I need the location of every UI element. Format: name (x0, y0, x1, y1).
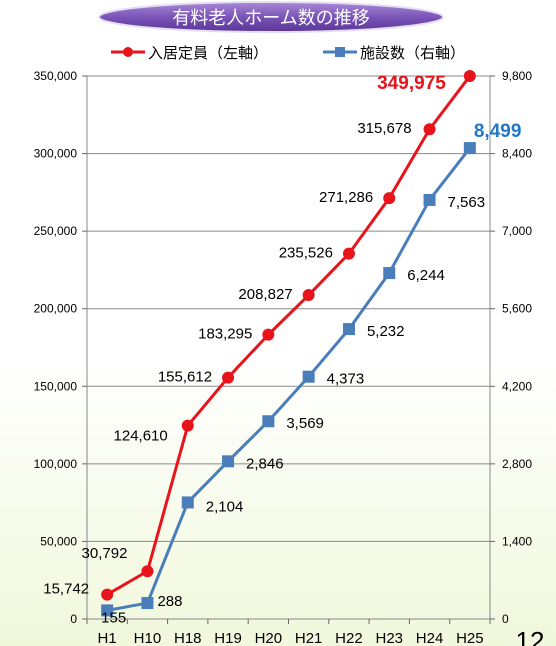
data-label-facilities: 155 (101, 609, 126, 626)
data-point-capacity (463, 70, 476, 83)
x-tick-label: H19 (214, 630, 242, 646)
data-label-facilities: 8,499 (474, 121, 522, 142)
x-tick-label: H25 (456, 630, 484, 646)
data-label-capacity: 349,975 (377, 73, 446, 94)
y-axis-left: 0 50,000 100,000 150,000 200,000 250,000 300,0… (34, 69, 87, 626)
page-number: 12 (516, 626, 545, 646)
data-label-facilities: 2,846 (246, 455, 284, 472)
data-point-facilities (262, 415, 275, 428)
y-right-tick-label: 9,800 (502, 69, 532, 83)
data-label-capacity: 271,286 (319, 189, 373, 206)
y-right-tick-label: 2,800 (502, 457, 532, 471)
data-point-capacity (141, 565, 154, 578)
x-tick-label: H24 (416, 630, 444, 646)
data-label-facilities: 3,569 (286, 415, 324, 432)
y-axis-right: 0 1,400 2,800 4,200 5,600 7,000 8,400 9,800 (490, 69, 532, 626)
x-tick-label: H22 (335, 630, 363, 646)
legend-item-capacity: 入居定員（左軸） (111, 44, 268, 62)
legend-label-facilities: 施設数（右軸） (360, 44, 465, 62)
data-label-capacity: 315,678 (357, 120, 411, 137)
data-point-facilities (463, 142, 476, 155)
data-label-facilities: 288 (157, 593, 182, 610)
data-point-capacity (302, 289, 315, 302)
data-point-facilities (383, 267, 396, 280)
data-label-facilities: 5,232 (367, 323, 405, 340)
data-point-capacity (262, 328, 275, 341)
y-right-tick-label: 4,200 (502, 379, 532, 393)
x-tick-label: H21 (295, 630, 323, 646)
y-right-tick-label: 5,600 (502, 302, 532, 316)
data-label-capacity: 155,612 (158, 369, 212, 386)
data-point-facilities (141, 597, 154, 610)
chart-title-pill (98, 1, 444, 33)
x-axis: H1 H10 H18 H19 H20 H21 H22 H23 H24 H25 (86, 619, 491, 646)
x-tick-label: H20 (255, 630, 283, 646)
data-point-facilities (222, 455, 235, 468)
legend-marker-facilities (335, 47, 345, 57)
data-label-capacity: 183,295 (198, 326, 252, 343)
x-tick-label: H10 (134, 630, 162, 646)
chart-title-group: 有料老人ホーム数の推移 (98, 1, 444, 33)
y-left-tick-label: 250,000 (34, 224, 78, 238)
y-right-tick-label: 7,000 (502, 224, 532, 238)
y-left-tick-label: 50,000 (40, 534, 77, 548)
chart-title: 有料老人ホーム数の推移 (172, 8, 369, 29)
y-right-tick-label: 1,400 (502, 534, 532, 548)
y-right-tick-label: 0 (502, 612, 509, 626)
gridlines (87, 153, 490, 542)
data-label-capacity: 124,610 (114, 428, 168, 445)
legend-marker-capacity (123, 47, 133, 57)
data-label-capacity: 15,742 (43, 581, 89, 598)
data-label-capacity: 235,526 (279, 245, 333, 262)
y-right-tick-label: 8,400 (502, 147, 532, 161)
y-left-tick-label: 150,000 (34, 379, 78, 393)
y-left-tick-label: 0 (70, 612, 77, 626)
data-point-facilities (101, 604, 114, 617)
series-line-facilities (106, 147, 472, 612)
x-tick-label: H18 (174, 630, 202, 646)
data-label-facilities: 7,563 (448, 194, 486, 211)
data-label-capacity: 208,827 (238, 286, 292, 303)
data-label-facilities: 4,373 (327, 371, 365, 388)
plot-area (86, 75, 491, 620)
x-tick-label: H1 (98, 630, 117, 646)
legend-label-capacity: 入居定員（左軸） (148, 44, 268, 62)
legend: 入居定員（左軸） 施設数（右軸） (111, 44, 465, 62)
data-labels: 15,742 30,792 124,610 155,612 183,295 208,827… (43, 73, 521, 626)
data-label-capacity: 30,792 (82, 545, 128, 562)
data-label-facilities: 6,244 (407, 267, 445, 284)
data-point-capacity (342, 247, 355, 260)
y-left-tick-label: 200,000 (34, 302, 78, 316)
data-point-capacity (181, 419, 194, 432)
legend-item-facilities: 施設数（右軸） (323, 44, 465, 62)
y-left-tick-label: 300,000 (34, 147, 78, 161)
series-line-capacity (106, 75, 472, 596)
y-left-tick-label: 350,000 (34, 69, 78, 83)
data-label-facilities: 2,104 (206, 498, 244, 515)
y-left-tick-label: 100,000 (34, 457, 78, 471)
data-point-facilities (342, 323, 355, 336)
data-point-capacity (101, 588, 114, 601)
data-point-capacity (222, 371, 235, 384)
x-tick-label: H23 (375, 630, 403, 646)
data-point-capacity (383, 192, 396, 205)
data-point-facilities (181, 496, 194, 509)
data-point-capacity (423, 123, 436, 136)
series (101, 70, 476, 617)
data-point-facilities (423, 193, 436, 206)
data-point-facilities (302, 370, 315, 383)
